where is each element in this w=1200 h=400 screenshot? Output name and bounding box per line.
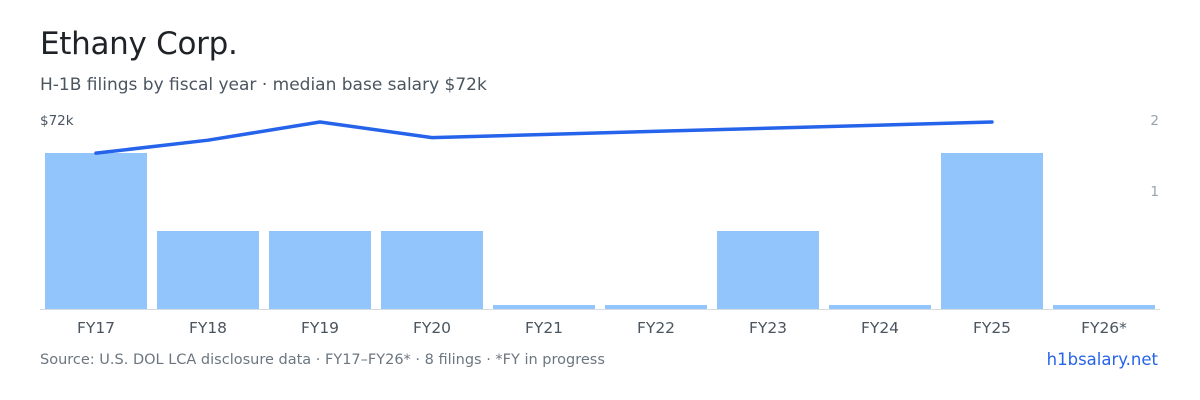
bar-fy19: [269, 231, 371, 309]
bar-fy24: [829, 305, 931, 309]
bar-fy21: [493, 305, 595, 309]
x-tick-label: FY18: [189, 319, 227, 337]
median-salary-line: [94, 120, 994, 155]
x-tick-label: FY19: [301, 319, 339, 337]
axis-labels: $72k 2 1: [40, 113, 1159, 200]
x-tick-label: FY17: [77, 319, 115, 337]
bar-fy22: [605, 305, 707, 309]
chart-title: Ethany Corp.: [40, 26, 238, 62]
bar-fy25: [941, 153, 1043, 309]
chart-subtitle: H-1B filings by fiscal year · median bas…: [40, 75, 487, 95]
x-tick-label: FY21: [525, 319, 563, 337]
x-tick-label: FY23: [749, 319, 787, 337]
x-tick-label: FY20: [413, 319, 451, 337]
left-axis-max-label: $72k: [40, 113, 74, 129]
bars-layer: [45, 153, 1155, 309]
bar-fy26-star: [1053, 305, 1155, 309]
bar-fy18: [157, 231, 259, 309]
right-axis-tick-label: 1: [1150, 184, 1159, 200]
bar-fy17: [45, 153, 147, 309]
x-tick-label: FY26*: [1081, 319, 1127, 337]
x-tick-labels: FY17 FY18 FY19 FY20 FY21 FY22 FY23 FY24 FY25 FY26…: [77, 319, 1127, 337]
bar-fy23: [717, 231, 819, 309]
bar-fy20: [381, 231, 483, 309]
chart-area: FY17 FY18 FY19 FY20 FY21 FY22 FY23 FY24 FY25 FY26…: [40, 113, 1160, 337]
x-tick-label: FY22: [637, 319, 675, 337]
site-link[interactable]: h1bsalary.net: [1046, 350, 1158, 369]
salary-line-layer: [94, 120, 994, 155]
x-tick-label: FY24: [861, 319, 899, 337]
right-axis-tick-label: 2: [1150, 113, 1159, 129]
source-note: Source: U.S. DOL LCA disclosure data · F…: [40, 352, 605, 368]
x-tick-label: FY25: [973, 319, 1011, 337]
